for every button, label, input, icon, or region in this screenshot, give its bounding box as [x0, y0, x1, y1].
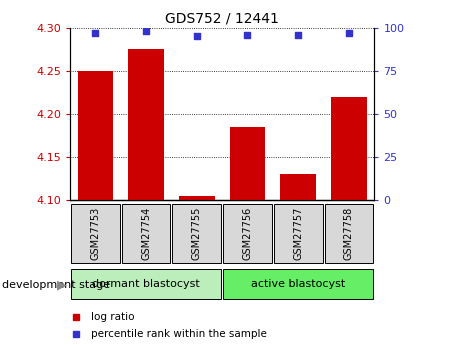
Bar — [71, 269, 221, 298]
Point — [244, 32, 251, 37]
Text: development stage: development stage — [2, 280, 110, 289]
Bar — [325, 204, 373, 263]
Text: percentile rank within the sample: percentile rank within the sample — [91, 329, 267, 339]
Bar — [122, 204, 170, 263]
Text: dormant blastocyst: dormant blastocyst — [92, 279, 200, 289]
Bar — [230, 127, 265, 200]
Text: GSM27757: GSM27757 — [293, 207, 303, 260]
Text: log ratio: log ratio — [91, 312, 135, 322]
Point — [345, 30, 353, 36]
Bar — [128, 49, 164, 200]
Text: GSM27755: GSM27755 — [192, 207, 202, 260]
Text: GSM27758: GSM27758 — [344, 207, 354, 260]
Bar — [223, 204, 272, 263]
Point — [193, 33, 200, 39]
Title: GDS752 / 12441: GDS752 / 12441 — [165, 11, 279, 25]
Bar — [172, 204, 221, 263]
Text: active blastocyst: active blastocyst — [251, 279, 345, 289]
Bar — [179, 196, 215, 200]
Bar — [331, 97, 367, 200]
Point — [295, 32, 302, 37]
Point — [143, 28, 150, 34]
Point — [92, 30, 99, 36]
Text: GSM27754: GSM27754 — [141, 207, 151, 260]
Bar — [71, 204, 120, 263]
Text: ▶: ▶ — [57, 278, 67, 291]
Text: GSM27753: GSM27753 — [90, 207, 100, 260]
Bar — [274, 204, 322, 263]
Text: GSM27756: GSM27756 — [243, 207, 253, 260]
Bar — [281, 174, 316, 200]
Bar — [223, 269, 373, 298]
Bar — [78, 71, 113, 200]
